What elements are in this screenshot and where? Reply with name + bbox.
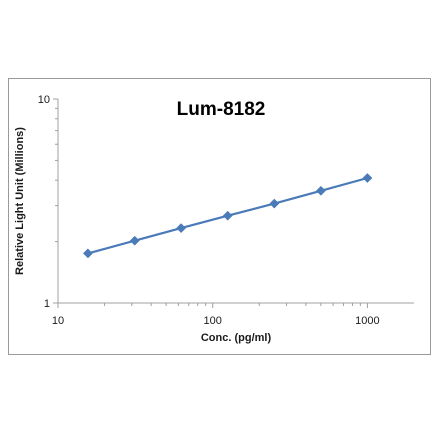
data-point-marker xyxy=(82,248,93,259)
data-point-marker xyxy=(269,198,280,209)
axis-ticks xyxy=(53,98,368,308)
y-tick-label: 10 xyxy=(38,94,50,106)
x-axis-title: Conc. (pg/ml) xyxy=(201,332,272,344)
data-point-marker xyxy=(315,185,326,196)
data-point-marker xyxy=(222,210,233,221)
chart-title: Lum-8182 xyxy=(177,99,266,120)
data-point-marker xyxy=(129,235,140,246)
data-series xyxy=(82,173,373,259)
chart-frame: Lum-8182 10 100 1000 1 10 Conc. (pg/ml) Rela… xyxy=(8,78,431,355)
data-point-marker xyxy=(176,223,187,234)
x-tick-label: 10 xyxy=(52,315,64,327)
x-tick-label: 1000 xyxy=(355,315,379,327)
y-tick-label: 1 xyxy=(44,298,50,310)
y-axis-title: Relative Light Unit (Millions) xyxy=(14,127,26,275)
data-point-marker xyxy=(362,173,373,183)
x-tick-label: 100 xyxy=(204,315,222,327)
